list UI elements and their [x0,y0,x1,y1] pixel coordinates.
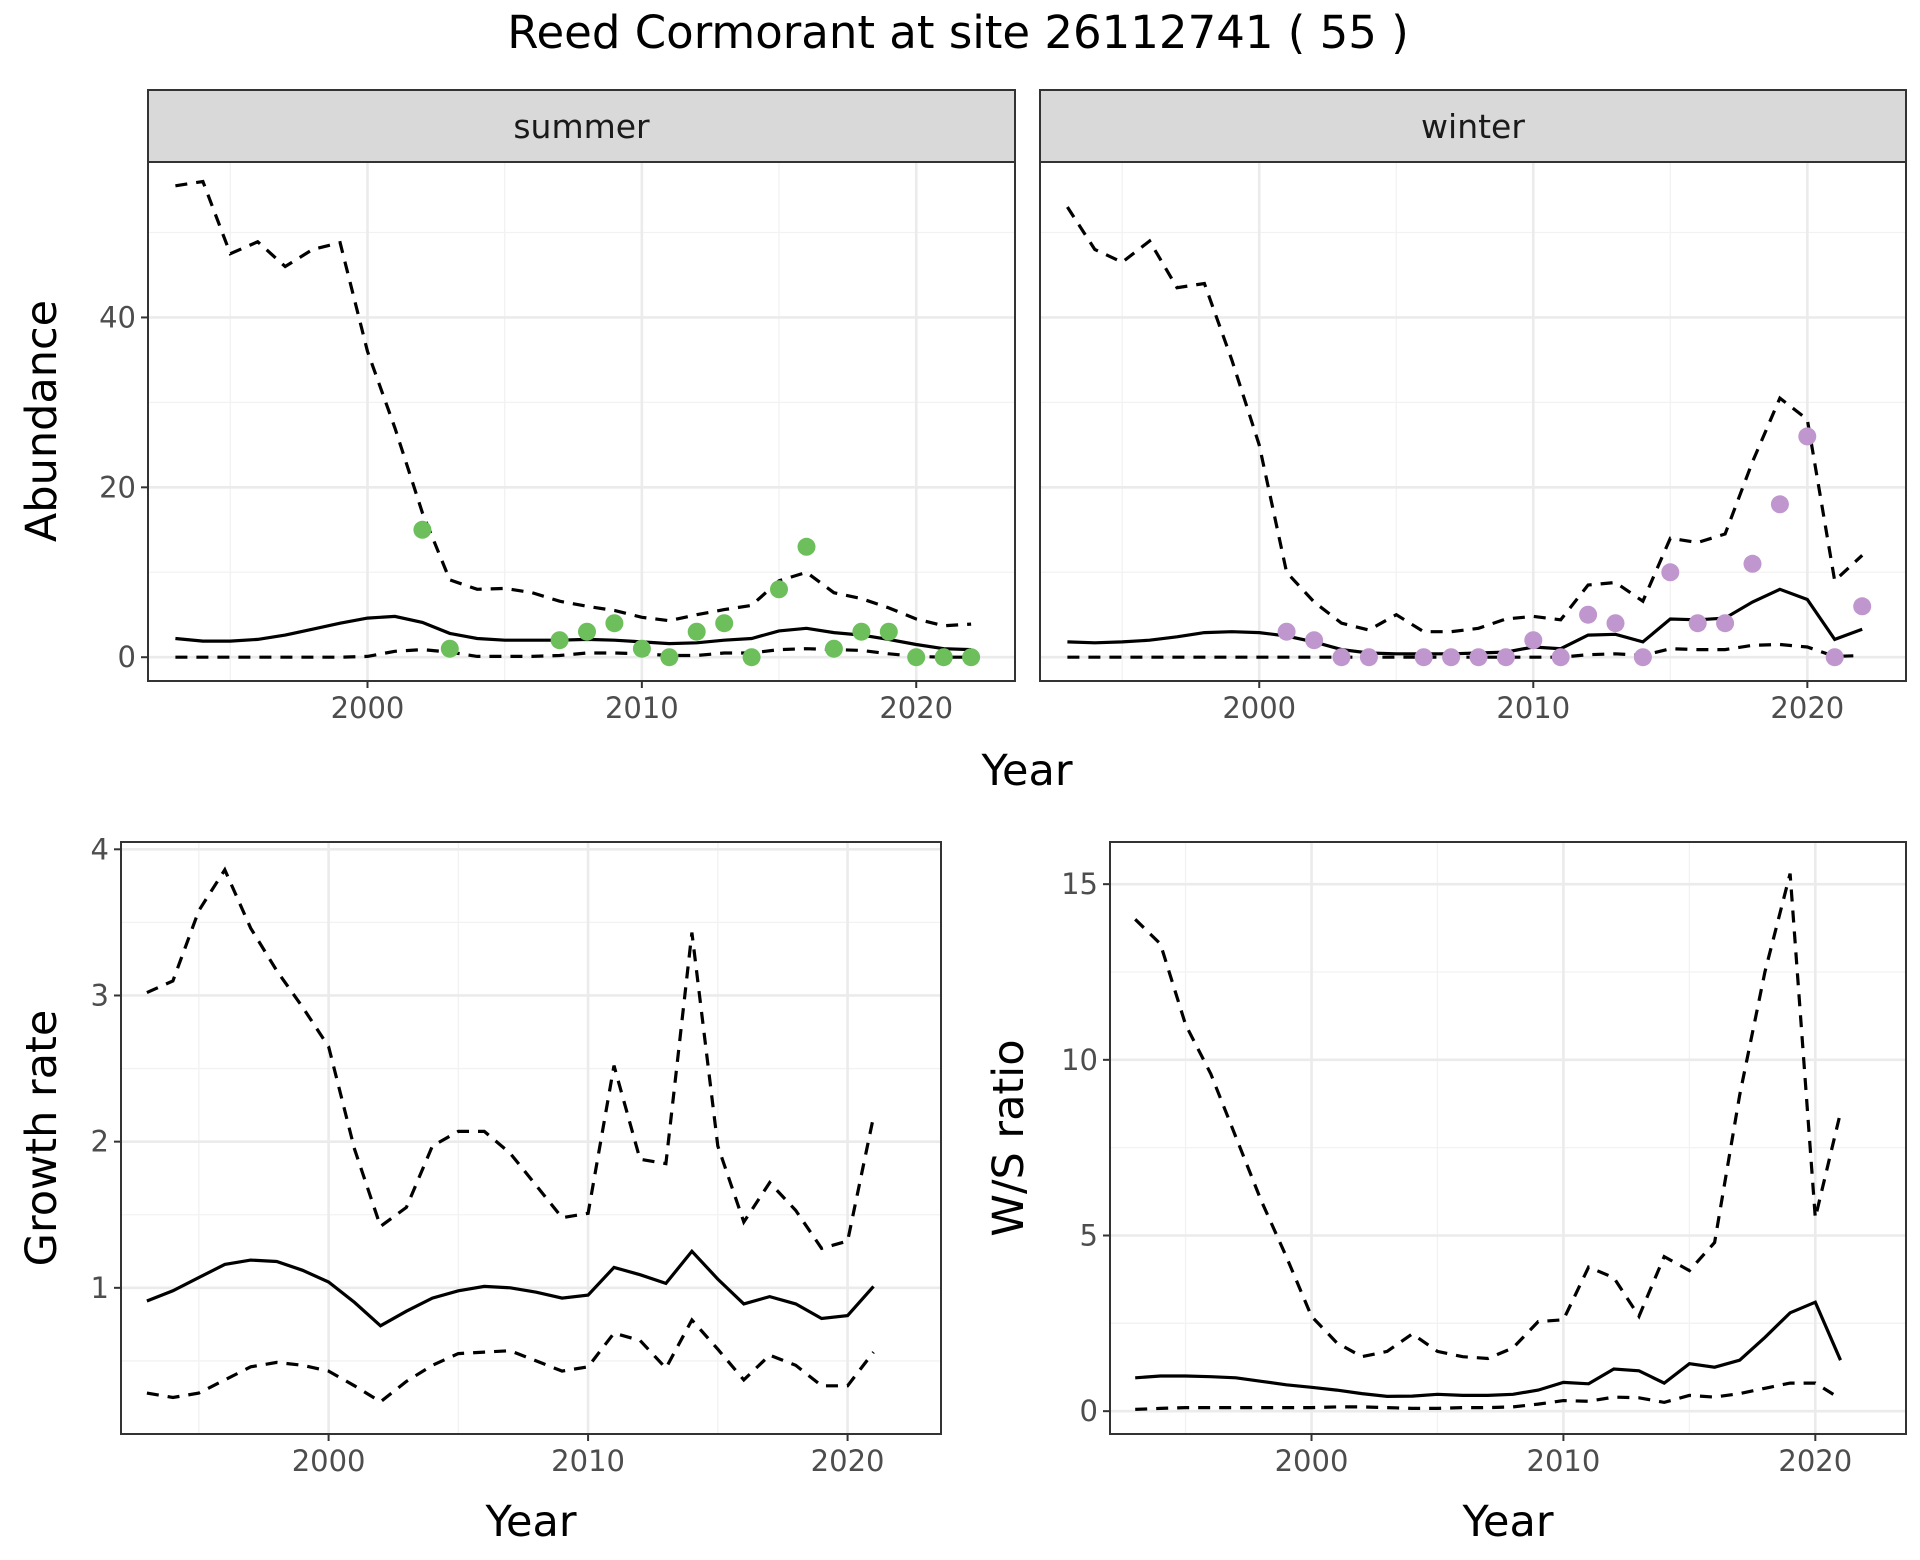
growth-rate-x-tick-label: 2020 [811,1444,885,1478]
abundance-summer-x-tick-label: 2010 [605,691,679,725]
abundance-winter-observation-point [1414,648,1433,667]
growth-rate-upper-bound-line [146,866,876,1251]
abundance-summer-observation-point [797,537,816,556]
abundance-winter-observation-point [1579,605,1598,624]
abundance-summer-observation-point [742,648,761,667]
abundance-summer-y-tick-label: 0 [118,640,136,674]
abundance-winter-x-tick-label: 2010 [1496,691,1570,725]
abundance-winter-strip [1039,89,1907,163]
abundance-winter-x-tick-label: 2020 [1770,691,1844,725]
abundance-winter-observation-point [1798,427,1817,446]
growth-rate-lower-bound-line [146,1317,875,1404]
abundance-winter-x-tick-label: 2000 [1222,691,1296,725]
abundance-summer-y-tick-label: 40 [99,300,136,334]
abundance-summer-strip-label: summer [513,107,650,146]
abundance-summer-observation-point [605,614,624,633]
abundance-winter-mean-line [1067,587,1863,656]
growth-rate-y-tick-label: 4 [91,832,109,866]
abundance-x-axis-title: Year [980,746,1072,796]
growth-rate-y-tick-label: 3 [91,978,109,1012]
abundance-winter-upper-bound-line [1066,206,1864,634]
abundance-summer-x-tick-label: 2000 [331,691,405,725]
abundance-summer-y-tick-label: 20 [99,470,136,504]
abundance-winter-observation-point [1332,648,1351,667]
growth-rate-mean-line [146,1248,875,1328]
abundance-summer-x-tick-label: 2020 [879,691,953,725]
abundance-winter-lower-bound-line [1067,642,1863,659]
abundance-summer-observation-point [962,648,981,667]
abundance-winter-observation-point [1524,631,1543,650]
abundance-summer-observation-point [440,639,459,658]
growth-rate-panel-border [120,841,942,1435]
abundance-winter-observation-point [1770,495,1789,514]
abundance-summer-observation-point [550,631,569,650]
abundance-winter-observation-point [1305,631,1324,650]
growth-rate-x-tick-label: 2000 [292,1444,366,1478]
abundance-summer-observation-point [660,648,679,667]
abundance-winter-observation-point [1359,648,1378,667]
figure-title: Reed Cormorant at site 26112741 ( 55 ) [507,6,1409,59]
ws-ratio-y-tick-label: 15 [1061,867,1098,901]
abundance-summer-observation-point [770,580,788,599]
ws-ratio-y-tick-label: 5 [1080,1218,1098,1252]
abundance-summer-strip [147,89,1016,163]
abundance-winter-panel-border [1039,161,1907,682]
ws-ratio-panel-border [1109,841,1907,1435]
abundance-winter-observation-point [1633,648,1652,667]
growth-rate-y-axis-title: Growth rate [17,1010,67,1267]
growth-rate-x-axis-title: Year [484,1497,576,1547]
abundance-summer-upper-bound-line [175,179,972,628]
ws-ratio-upper-bound-line [1134,873,1843,1361]
ws-ratio-y-tick-label: 0 [1080,1394,1098,1428]
abundance-winter-strip-label: winter [1421,107,1525,146]
abundance-winter-observation-point [1277,622,1296,641]
ws-ratio-x-tick-label: 2020 [1778,1444,1852,1478]
ws-ratio-y-tick-label: 10 [1061,1043,1098,1077]
growth-rate-y-tick-label: 1 [91,1271,109,1305]
abundance-summer-observation-point [907,648,926,667]
abundance-summer-observation-point [578,622,596,641]
abundance-winter-observation-point [1661,563,1680,582]
abundance-winter-observation-point [1716,614,1735,633]
abundance-winter-observation-point [1853,597,1872,616]
abundance-winter-observation-point [1496,648,1515,667]
ws-ratio-x-tick-label: 2010 [1527,1444,1601,1478]
ws-ratio-mean-line [1135,1300,1842,1399]
abundance-summer-lower-bound-line [175,647,972,659]
abundance-summer-mean-line [175,614,972,652]
abundance-summer-observation-point [687,622,706,641]
ws-ratio-x-tick-label: 2000 [1275,1444,1349,1478]
growth-rate-y-tick-label: 2 [91,1125,109,1159]
abundance-summer-observation-point [632,639,651,658]
abundance-winter-observation-point [1551,648,1570,667]
ws-ratio-x-axis-title: Year [1461,1497,1553,1547]
abundance-summer-observation-point [852,622,871,641]
abundance-winter-observation-point [1825,648,1844,667]
abundance-winter-observation-point [1688,614,1707,633]
growth-rate-x-tick-label: 2010 [551,1444,625,1478]
abundance-y-axis-title: Abundance [17,300,67,542]
abundance-summer-observation-point [413,520,432,539]
abundance-summer-panel-border [147,161,1016,682]
abundance-summer-observation-point [715,614,734,633]
abundance-winter-observation-point [1442,648,1461,667]
ws-ratio-lower-bound-line [1135,1381,1842,1411]
abundance-winter-observation-point [1469,648,1488,667]
ws-ratio-y-axis-title: W/S ratio [984,1039,1034,1236]
abundance-winter-observation-point [1743,554,1762,573]
abundance-winter-observation-point [1606,614,1625,633]
abundance-summer-observation-point [934,648,953,667]
abundance-summer-observation-point [824,639,843,658]
abundance-summer-observation-point [879,622,898,641]
